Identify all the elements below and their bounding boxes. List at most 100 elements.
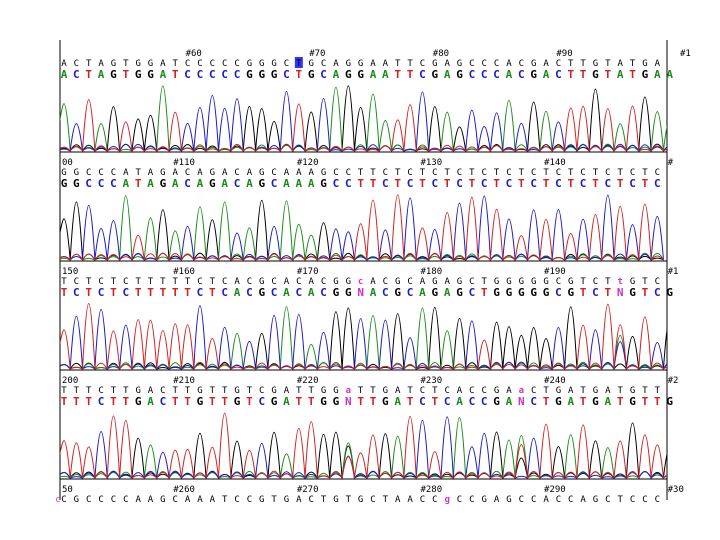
called-base[interactable]: C (98, 495, 103, 505)
called-base[interactable]: A (185, 495, 191, 505)
called-base[interactable]: A (494, 495, 500, 505)
consensus-base[interactable]: T (184, 286, 191, 299)
consensus-base[interactable]: G (530, 68, 537, 81)
consensus-base[interactable]: C (271, 177, 278, 190)
consensus-base[interactable]: G (110, 68, 117, 81)
consensus-base[interactable]: C (481, 177, 488, 190)
called-base[interactable]: C (556, 495, 561, 505)
consensus-base[interactable]: C (271, 286, 278, 299)
called-base[interactable]: C (247, 495, 252, 505)
consensus-base[interactable]: G (555, 395, 562, 408)
consensus-base[interactable]: C (122, 286, 129, 299)
consensus-base[interactable]: A (605, 395, 612, 408)
consensus-base[interactable]: T (642, 286, 649, 299)
consensus-base[interactable]: C (98, 395, 105, 408)
consensus-base[interactable]: C (221, 68, 228, 81)
called-base[interactable]: G (358, 495, 363, 505)
consensus-base[interactable]: C (580, 177, 587, 190)
consensus-base[interactable]: C (160, 395, 167, 408)
consensus-base[interactable]: A (61, 68, 68, 81)
consensus-base[interactable]: C (419, 68, 426, 81)
consensus-base[interactable]: G (493, 286, 500, 299)
consensus-base[interactable]: G (592, 68, 599, 81)
consensus-base[interactable]: C (197, 286, 204, 299)
consensus-base[interactable]: C (221, 286, 228, 299)
called-base[interactable]: C (370, 495, 375, 505)
consensus-base[interactable]: T (160, 286, 167, 299)
consensus-base[interactable]: C (283, 68, 290, 81)
consensus-base[interactable]: G (493, 395, 500, 408)
called-base[interactable]: A (543, 495, 549, 505)
consensus-base[interactable]: C (469, 286, 476, 299)
consensus-base[interactable]: T (184, 395, 191, 408)
consensus-base[interactable]: A (283, 395, 290, 408)
consensus-base[interactable]: A (370, 286, 377, 299)
consensus-base[interactable]: G (642, 68, 649, 81)
consensus-base[interactable]: T (172, 395, 179, 408)
consensus-base[interactable]: G (258, 68, 265, 81)
called-base[interactable]: T (617, 495, 623, 505)
consensus-base[interactable]: G (61, 177, 68, 190)
consensus-base[interactable]: T (518, 177, 525, 190)
consensus-base[interactable]: C (555, 68, 562, 81)
consensus-base[interactable]: A (296, 177, 303, 190)
consensus-base[interactable]: C (605, 177, 612, 190)
consensus-base[interactable]: A (221, 177, 228, 190)
consensus-base[interactable]: G (629, 286, 636, 299)
consensus-base[interactable]: C (654, 177, 661, 190)
consensus-base[interactable]: T (605, 286, 612, 299)
called-base[interactable]: G (284, 495, 289, 505)
consensus-base[interactable]: C (345, 177, 352, 190)
called-base[interactable]: C (655, 495, 660, 505)
called-base[interactable]: A (296, 495, 302, 505)
consensus-base[interactable]: N (617, 286, 624, 299)
consensus-base[interactable]: G (666, 395, 673, 408)
consensus-base[interactable]: G (518, 286, 525, 299)
consensus-base[interactable]: G (333, 286, 340, 299)
called-base[interactable]: C (86, 495, 91, 505)
consensus-base[interactable]: C (110, 177, 117, 190)
consensus-base[interactable]: T (209, 286, 216, 299)
called-base[interactable]: C (519, 495, 524, 505)
consensus-base[interactable]: C (518, 68, 525, 81)
consensus-base[interactable]: C (73, 286, 80, 299)
consensus-base[interactable]: A (444, 68, 451, 81)
consensus-base[interactable]: T (85, 68, 92, 81)
consensus-base[interactable]: G (160, 177, 167, 190)
consensus-base[interactable]: T (617, 177, 624, 190)
consensus-base[interactable]: C (73, 68, 80, 81)
consensus-base[interactable]: T (394, 177, 401, 190)
consensus-base[interactable]: A (617, 68, 624, 81)
consensus-base[interactable]: C (419, 395, 426, 408)
consensus-base[interactable]: G (320, 395, 327, 408)
consensus-base[interactable]: G (629, 395, 636, 408)
consensus-base[interactable]: A (543, 68, 550, 81)
consensus-base[interactable]: C (654, 286, 661, 299)
consensus-base[interactable]: T (135, 286, 142, 299)
called-base[interactable]: A (580, 495, 586, 505)
called-base[interactable]: A (407, 495, 413, 505)
consensus-base[interactable]: A (394, 395, 401, 408)
consensus-base[interactable]: T (580, 68, 587, 81)
consensus-base[interactable]: N (357, 286, 364, 299)
consensus-base[interactable]: T (407, 68, 414, 81)
called-base[interactable]: G (333, 495, 338, 505)
consensus-base[interactable]: G (147, 68, 154, 81)
consensus-base[interactable]: A (283, 177, 290, 190)
consensus-base[interactable]: C (246, 286, 253, 299)
called-base[interactable]: G (593, 495, 598, 505)
called-base[interactable]: G (482, 495, 487, 505)
consensus-base[interactable]: C (184, 177, 191, 190)
consensus-base[interactable]: C (444, 395, 451, 408)
called-base[interactable]: C (568, 495, 573, 505)
called-base[interactable]: G (259, 495, 264, 505)
consensus-base[interactable]: T (629, 68, 636, 81)
consensus-base[interactable]: C (296, 286, 303, 299)
consensus-base[interactable]: T (370, 395, 377, 408)
consensus-base[interactable]: C (555, 286, 562, 299)
consensus-base[interactable]: G (382, 395, 389, 408)
consensus-base[interactable]: G (197, 395, 204, 408)
consensus-base[interactable]: C (456, 177, 463, 190)
called-base[interactable]: C (642, 495, 647, 505)
consensus-base[interactable]: T (221, 395, 228, 408)
